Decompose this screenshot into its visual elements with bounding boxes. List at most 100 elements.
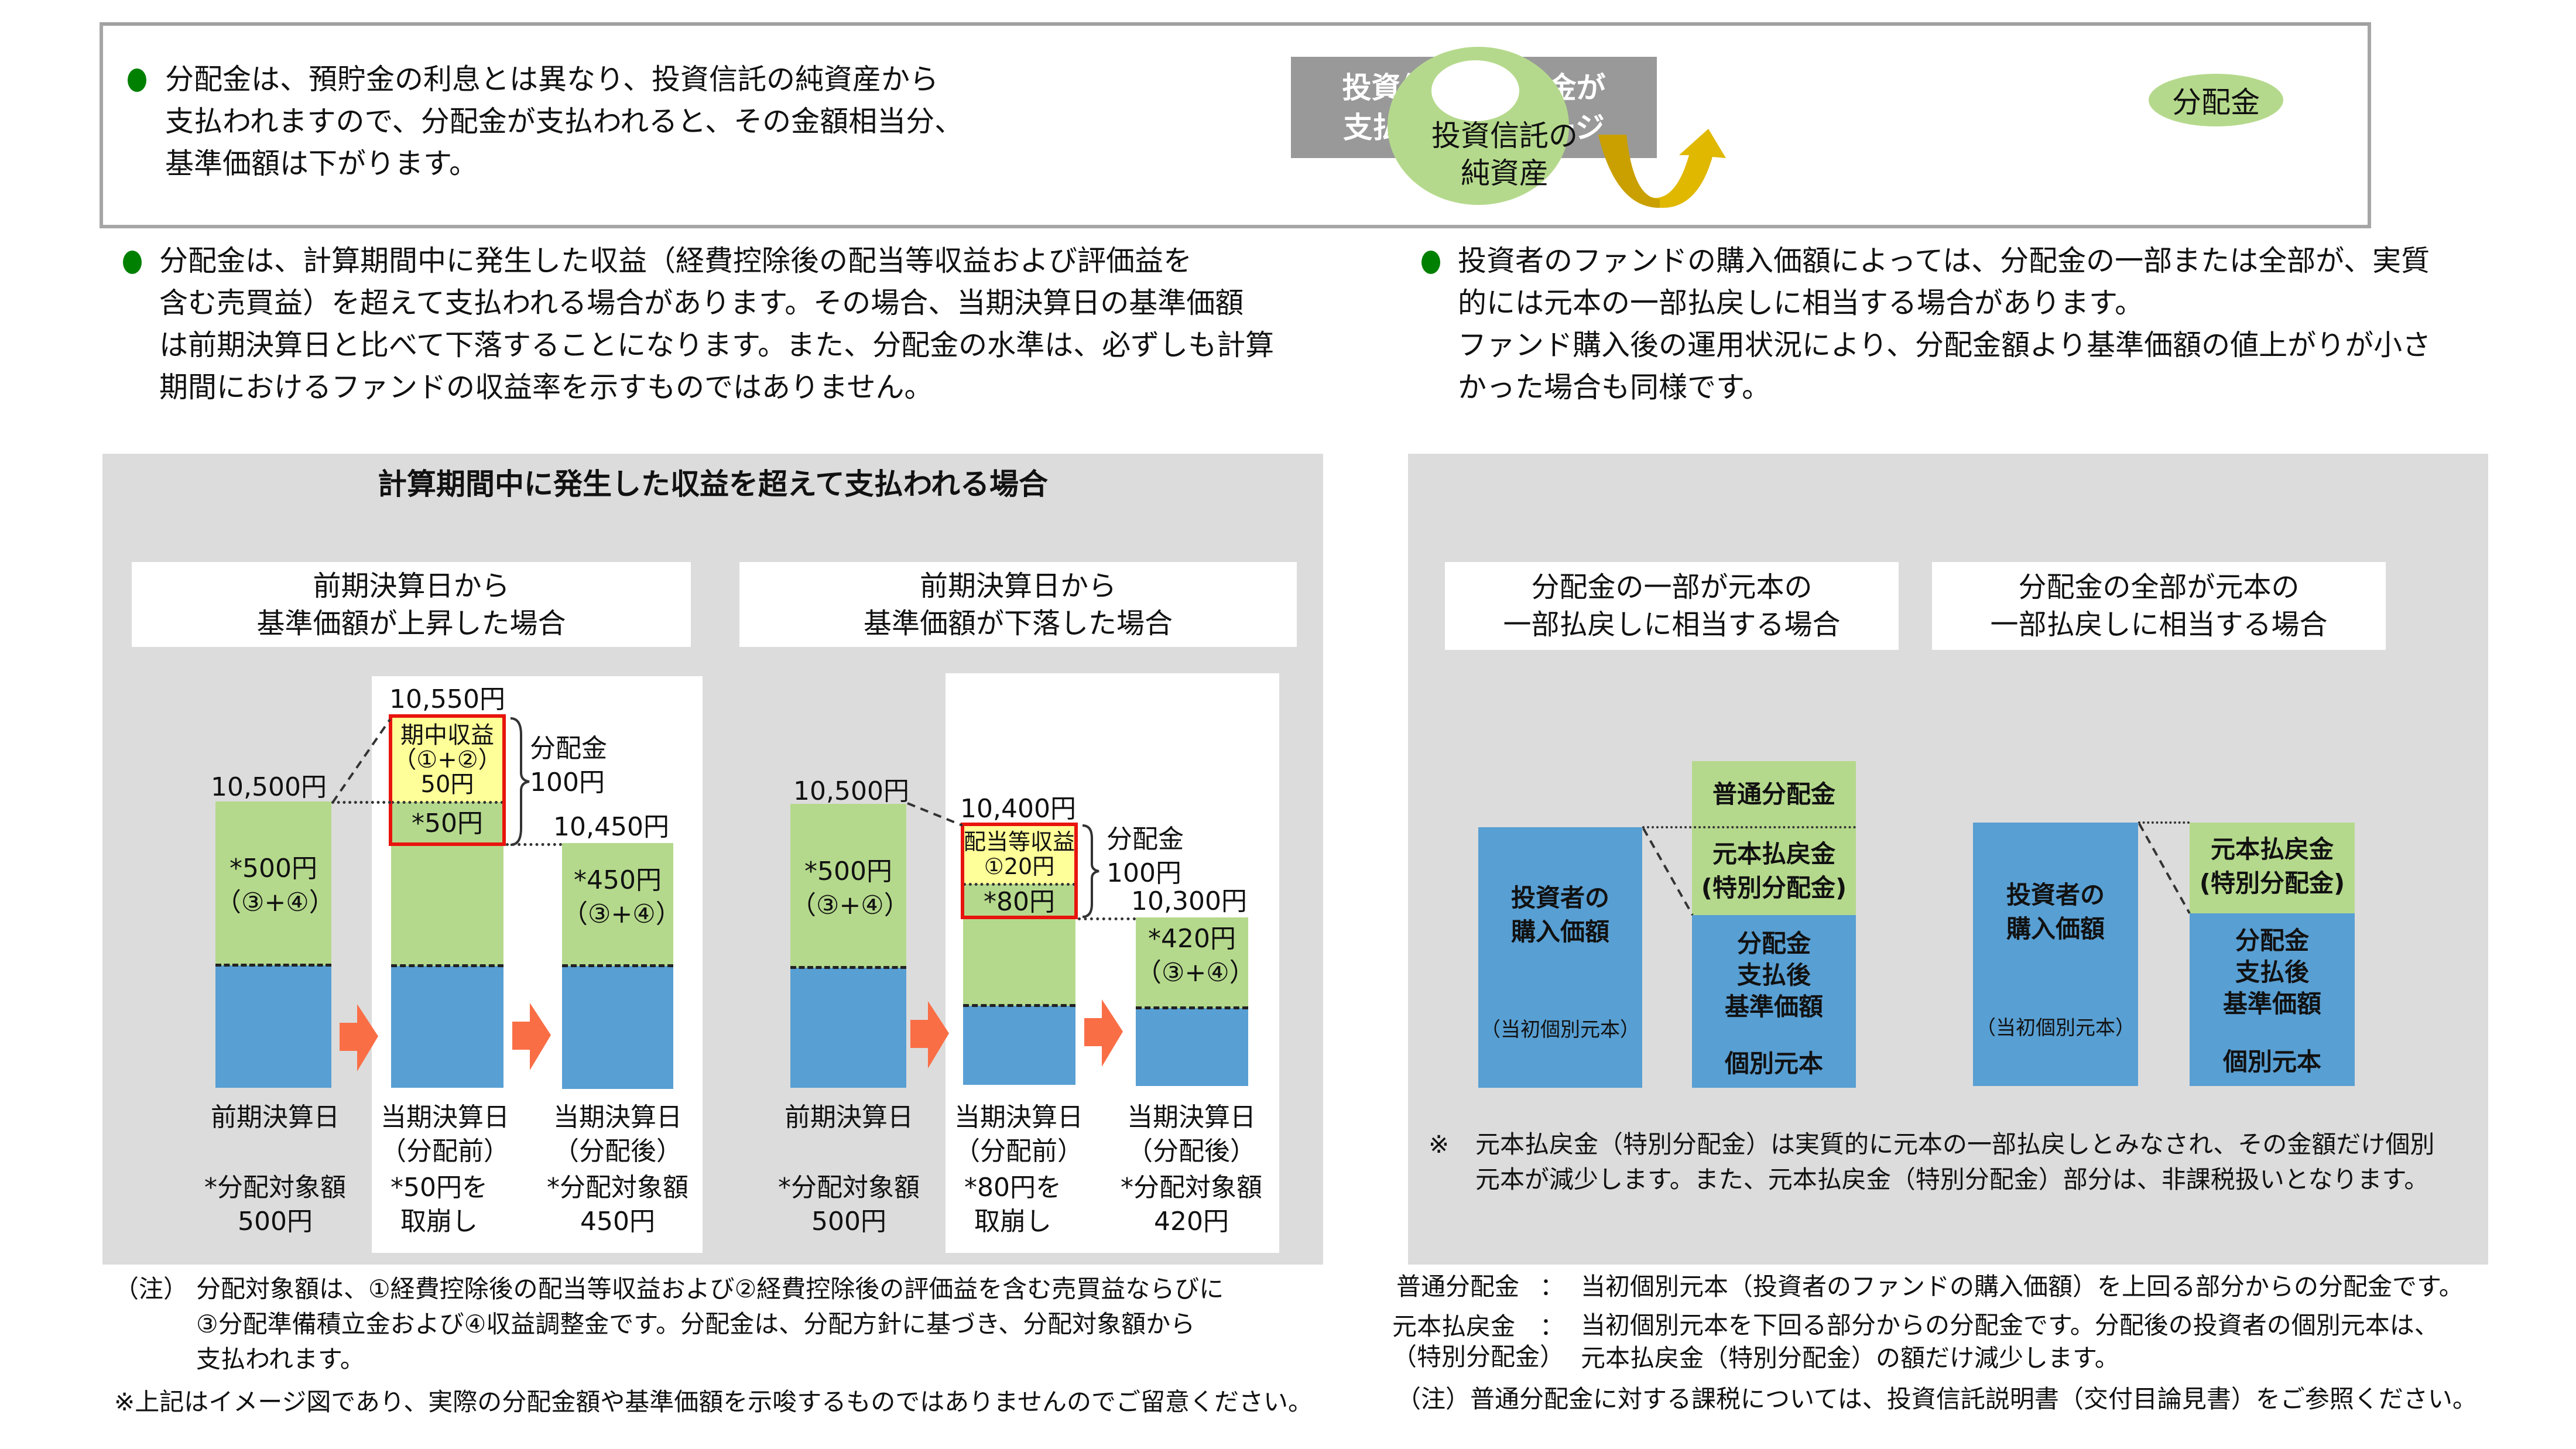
case-up-dividend-label: 分配金 100円 <box>530 734 607 797</box>
case-down-after-value: 10,300円 <box>1131 886 1247 916</box>
arrow-right-icon <box>910 1001 951 1074</box>
case-partial-purchase-sub: （当初個別元本） <box>1481 1018 1640 1042</box>
case-full-header: 分配金の全部が元本の 一部払戻しに相当する場合 <box>1932 562 2386 650</box>
case-down-prev-blue-bar <box>790 968 906 1088</box>
case-partial-return-label: 元本払戻金 (特別分配金) <box>1701 840 1847 902</box>
principal-divider-line <box>215 964 331 967</box>
case-partial-header-text: 分配金の一部が元本の 一部払戻しに相当する場合 <box>1503 571 1841 641</box>
case-down-income-block <box>963 825 1075 884</box>
connector-dashed-line <box>2138 823 2191 914</box>
case-full-after-label: 分配金 支払後 基準価額 <box>2222 926 2321 1018</box>
case-full-after-bar <box>2190 913 2355 1086</box>
connector-dashed-line <box>331 718 391 804</box>
case-up-col-note-prev: *分配対象額 500円 <box>204 1173 346 1236</box>
case-partial-ordinary-label: 普通分配金 <box>1712 780 1835 809</box>
case-up-before-blue-bar <box>391 966 503 1088</box>
case-partial-after-bar <box>1692 915 1856 1088</box>
principal-divider-line <box>963 1004 1075 1007</box>
brace-icon <box>1080 824 1101 918</box>
case-down-before-blue-bar <box>963 1006 1075 1085</box>
case-up-income-block <box>391 717 503 802</box>
case-up-after-blue-bar <box>562 966 673 1089</box>
case-full-purchase-sub: （当初個別元本） <box>1976 1016 2135 1040</box>
ordinary-separator: ： <box>1540 1272 1565 1301</box>
income-divider-line <box>963 883 1075 886</box>
case-down-col-note-before: *80円を 取崩し <box>964 1173 1061 1236</box>
top-bullet-text: 分配金は、預貯金の利息とは異なり、投資信託の純資産から 支払われますので、分配金… <box>165 63 964 180</box>
top-summary-box <box>100 22 2371 228</box>
case-full-return-label: 元本払戻金 (特別分配金) <box>2199 835 2345 898</box>
case-up-drawdown-label: *50円 <box>412 809 483 838</box>
case-down-col-note-after: *分配対象額 420円 <box>1121 1173 1262 1236</box>
left-footnote-text: 分配対象額は、①経費控除後の配当等収益および②経費控除後の評価益を含む売買益なら… <box>196 1275 1224 1373</box>
case-up-col-label-after: 当期決算日 （分配後） <box>553 1102 682 1166</box>
ordinary-definition: 当初個別元本（投資者のファンドの購入価額）を上回る部分からの分配金です。 <box>1581 1272 2464 1301</box>
case-up-before-value: 10,550円 <box>389 684 505 714</box>
principal-divider-line <box>562 964 673 967</box>
case-down-col-label-before: 当期決算日 （分配前） <box>954 1102 1083 1166</box>
case-up-prev-value: 10,500円 <box>211 772 327 802</box>
case-up-col-label-prev: 前期決算日 <box>211 1102 340 1132</box>
case-up-income-label: 期中収益 （①+②） 50円 <box>393 722 502 798</box>
case-partial-purchase-label: 投資者の 購入価額 <box>1510 883 1609 946</box>
case-down-drawdown-label: *80円 <box>984 887 1055 917</box>
left-bullet-text: 分配金は、計算期間中に発生した収益（経費控除後の配当等収益および評価益を 含む売… <box>159 244 1275 404</box>
case-partial-after-label: 分配金 支払後 基準価額 <box>1724 929 1823 1021</box>
case-down-after-blue-bar <box>1136 1008 1248 1086</box>
connector-dotted-line <box>1078 917 1136 920</box>
left-disclaimer: ※上記はイメージ図であり、実際の分配金額や基準価額を示唆するものではありませんの… <box>114 1388 1313 1416</box>
case-up-col-note-before: *50円を 取崩し <box>390 1173 488 1236</box>
connector-dotted-line <box>506 843 562 846</box>
income-divider-line <box>391 801 503 804</box>
case-partial-return-block <box>1692 827 1856 915</box>
principal-divider-line <box>1136 1006 1248 1009</box>
tax-note: （注）普通分配金に対する課税については、投資信託説明書（交付目論見書）をご参照く… <box>1396 1385 2477 1413</box>
case-down-col-note-prev: *分配対象額 500円 <box>778 1173 920 1236</box>
case-up-dividend-highlight <box>389 714 506 846</box>
case-down-prev-value: 10,500円 <box>793 776 909 806</box>
case-partial-after-sub: 個別元本 <box>1724 1049 1823 1078</box>
arrow-right-icon <box>340 1004 381 1077</box>
case-partial-header: 分配金の一部が元本の 一部払戻しに相当する場合 <box>1445 562 1899 650</box>
case-up-col-label-before: 当期決算日 （分配前） <box>381 1102 509 1166</box>
case-up-header: 前期決算日から 基準価額が上昇した場合 <box>132 562 691 647</box>
principal-level-dotted-line <box>1642 826 1856 828</box>
case-full-return-block <box>2190 823 2355 913</box>
net-assets-label: 投資信託の 純資産 <box>1431 119 1578 190</box>
return-separator: ： <box>1540 1312 1565 1341</box>
case-up-after-green-bar <box>562 843 673 966</box>
case-full-header-text: 分配金の全部が元本の 一部払戻しに相当する場合 <box>1990 571 2328 641</box>
case-partial-purchase-bar <box>1478 827 1642 1088</box>
right-note-text: 元本払戻金（特別分配金）は実質的に元本の一部払戻しとみなされ、その金額だけ個別 … <box>1475 1130 2435 1194</box>
gold-arrow-icon <box>1592 129 1745 211</box>
bullet-icon <box>1421 251 1440 274</box>
case-full-after-sub: 個別元本 <box>2222 1047 2321 1076</box>
dividend-bubble: 分配金 <box>2149 74 2283 126</box>
case-down-prev-green-bar <box>790 804 906 968</box>
case-down-header-text: 前期決算日から 基準価額が下落した場合 <box>863 569 1173 640</box>
case-down-income-label: 配当等収益 ①20円 <box>963 829 1075 879</box>
connector-dotted-line <box>331 801 391 804</box>
case-up-drawdown-block <box>391 802 503 966</box>
brace-icon <box>508 717 532 846</box>
case-down-before-value: 10,400円 <box>960 794 1076 824</box>
right-bullet-text: 投資者のファンドの購入価額によっては、分配金の一部または全部が、実質 的には元本… <box>1458 244 2431 404</box>
case-down-header: 前期決算日から 基準価額が下落した場合 <box>739 562 1297 647</box>
case-down-col-label-after: 当期決算日 （分配後） <box>1127 1102 1256 1166</box>
return-definition: 当初個別元本を下回る部分からの分配金です。分配後の投資者の個別元本は、 元本払戻… <box>1581 1311 2439 1372</box>
left-footnote-mark: （注） <box>114 1275 189 1303</box>
case-up-prev-green-label: *500円 （③+④） <box>215 854 335 917</box>
arrow-right-icon <box>1084 999 1125 1072</box>
case-up-header-text: 前期決算日から 基準価額が上昇した場合 <box>256 569 566 640</box>
case-up-prev-blue-bar <box>215 965 331 1088</box>
net-assets-ring <box>1388 41 1715 211</box>
principal-divider-line <box>391 964 503 967</box>
case-up-after-value: 10,450円 <box>553 812 669 842</box>
right-note-mark: ※ <box>1429 1130 1450 1159</box>
case-up-col-note-after: *分配対象額 450円 <box>547 1173 688 1236</box>
dividend-bubble-label: 分配金 <box>2172 85 2260 119</box>
case-down-prev-green-label: *500円 （③+④） <box>790 857 910 920</box>
bullet-icon <box>128 68 146 92</box>
case-up-after-green-label: *450円 （③+④） <box>562 865 681 929</box>
case-down-dividend-label: 分配金 100円 <box>1107 824 1184 888</box>
